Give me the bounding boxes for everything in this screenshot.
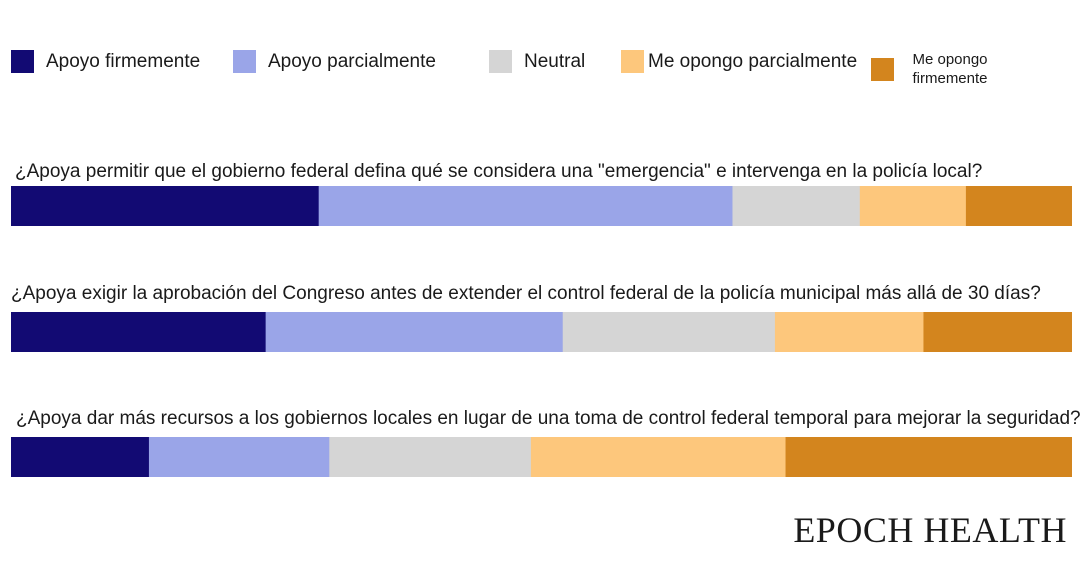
legend-label: Apoyo parcialmente [268, 50, 436, 72]
bar-segment [562, 312, 776, 352]
bar-segment [923, 312, 1072, 352]
legend-swatch [489, 50, 512, 73]
bar-segment [774, 312, 924, 352]
legend-label: Apoyo firmemente [46, 50, 201, 72]
bar-segment [965, 186, 1072, 226]
bar-segment [785, 437, 1072, 477]
bar-segment [148, 437, 330, 477]
legend-item-me-opongo-firmemente: Me opongo firmemente [871, 50, 1000, 88]
brand-logo: EPOCH HEALTH [793, 510, 1067, 550]
chart-legend: Apoyo firmemente Apoyo parcialmente Neut… [0, 0, 1082, 100]
legend-label: Me opongo firmemente [912, 51, 988, 87]
bar-segment [11, 186, 320, 226]
bar-segment [859, 186, 967, 226]
legend-item-me-opongo-parcialmente: Me opongo parcialmente [621, 50, 857, 73]
legend-item-neutral: Neutral [489, 50, 585, 73]
legend-item-apoyo-parcialmente: Apoyo parcialmente [233, 50, 436, 73]
bar-segment [530, 437, 787, 477]
bar-segment [265, 312, 564, 352]
bar-segment [732, 186, 861, 226]
bar-segment [11, 312, 267, 352]
legend-label: Neutral [524, 50, 586, 72]
bar-segment [329, 437, 532, 477]
legend-label: Me opongo parcialmente [648, 50, 858, 72]
legend-swatch [871, 57, 894, 81]
legend-item-apoyo-firmemente: Apoyo firmemente [11, 50, 200, 73]
question-label: ¿Apoya permitir que el gobierno federal … [15, 161, 982, 182]
legend-swatch [621, 50, 644, 73]
bar-segment [318, 186, 733, 226]
stacked-bar-chart: ¿Apoya permitir que el gobierno federal … [11, 161, 1081, 477]
legend-swatch [233, 50, 256, 73]
question-label: ¿Apoya dar más recursos a los gobiernos … [16, 408, 1081, 429]
question-label: ¿Apoya exigir la aprobación del Congreso… [11, 283, 1041, 304]
bar-segment [11, 437, 150, 477]
legend-swatch [11, 50, 34, 73]
